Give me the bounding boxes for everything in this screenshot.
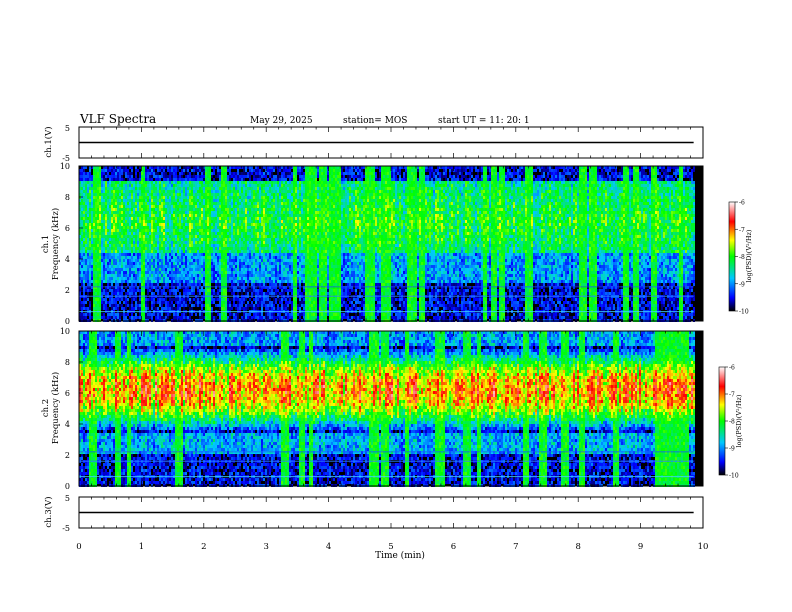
ch2-freq-ylabel: Frequency (kHz) [50, 372, 61, 444]
x-tick-label: 1 [139, 542, 144, 552]
freq-tick-label: 10 [60, 162, 70, 171]
x-axis-label: Time (min) [375, 550, 425, 561]
ch3-ytick-bottom: -5 [62, 524, 70, 533]
ch2-colorbar: -6-7-8-9-10 log(PSD)(V²/Hz) [719, 365, 743, 480]
x-tick-label: 7 [513, 542, 518, 552]
ch1-spec-ylabel: ch.1 [41, 235, 51, 253]
ch2-spec-ylabel: ch.2 [41, 399, 51, 417]
freq-tick-label: 6 [65, 224, 70, 233]
colorbar-tick-label: -10 [729, 473, 739, 480]
freq-tick-label: 8 [65, 193, 70, 202]
x-tick-label: 3 [263, 542, 268, 552]
freq-tick-label: 6 [65, 389, 70, 398]
ch2-spectrogram [79, 331, 695, 487]
freq-tick-label: 0 [65, 317, 70, 326]
station-label: station= MOS [343, 116, 407, 126]
colorbar-tick-label: -10 [739, 309, 749, 316]
x-tick-label: 10 [698, 542, 709, 552]
figure-title: VLF Spectra [79, 112, 156, 126]
ch1-colorbar-label: log(PSD)(V²/Hz) [745, 229, 753, 282]
x-tick-label: 6 [451, 542, 456, 552]
ch3-voltage-panel: 5 -5 ch.3(V) [43, 494, 703, 533]
ch1-colorbar: -6-7-8-9-10 log(PSD)(V²/Hz) [729, 200, 753, 316]
x-tick-label: 0 [76, 542, 81, 552]
ch1-voltage-ylabel: ch.1(V) [43, 126, 54, 157]
ch2-colorbar-label: log(PSD)(V²/Hz) [735, 394, 743, 447]
ch3-ytick-top: 5 [65, 494, 70, 503]
colorbar-tick-label: -6 [729, 365, 735, 372]
x-tick-label: 9 [638, 542, 643, 552]
freq-tick-label: 8 [65, 358, 70, 367]
ch1-spectrogram-panel: 0 2 4 6 8 10 ch.1 Frequency (kHz) [41, 162, 703, 326]
x-tick-label: 2 [201, 542, 206, 552]
freq-tick-label: 2 [65, 451, 70, 460]
ch1-spectrogram [79, 166, 695, 322]
date-label: May 29, 2025 [250, 116, 313, 126]
start-time-label: start UT = 11: 20: 1 [438, 116, 530, 126]
ch1-freq-ylabel: Frequency (kHz) [50, 208, 61, 280]
ch1-voltage-panel: 5 -5 ch.1(V) [43, 124, 703, 163]
ch2-spectrogram-panel: 0 2 4 6 8 10 ch.2 Frequency (kHz) [41, 327, 703, 491]
colorbar-tick-label: -6 [739, 200, 745, 207]
freq-tick-label: 10 [60, 327, 70, 336]
freq-tick-label: 0 [65, 482, 70, 491]
x-tick-label: 8 [575, 542, 580, 552]
freq-tick-label: 2 [65, 286, 70, 295]
ch3-voltage-ylabel: ch.3(V) [43, 496, 54, 527]
freq-tick-label: 4 [65, 255, 70, 264]
freq-tick-label: 4 [65, 420, 70, 429]
ch1-ytick-top: 5 [65, 124, 70, 133]
x-tick-label: 4 [326, 542, 331, 552]
